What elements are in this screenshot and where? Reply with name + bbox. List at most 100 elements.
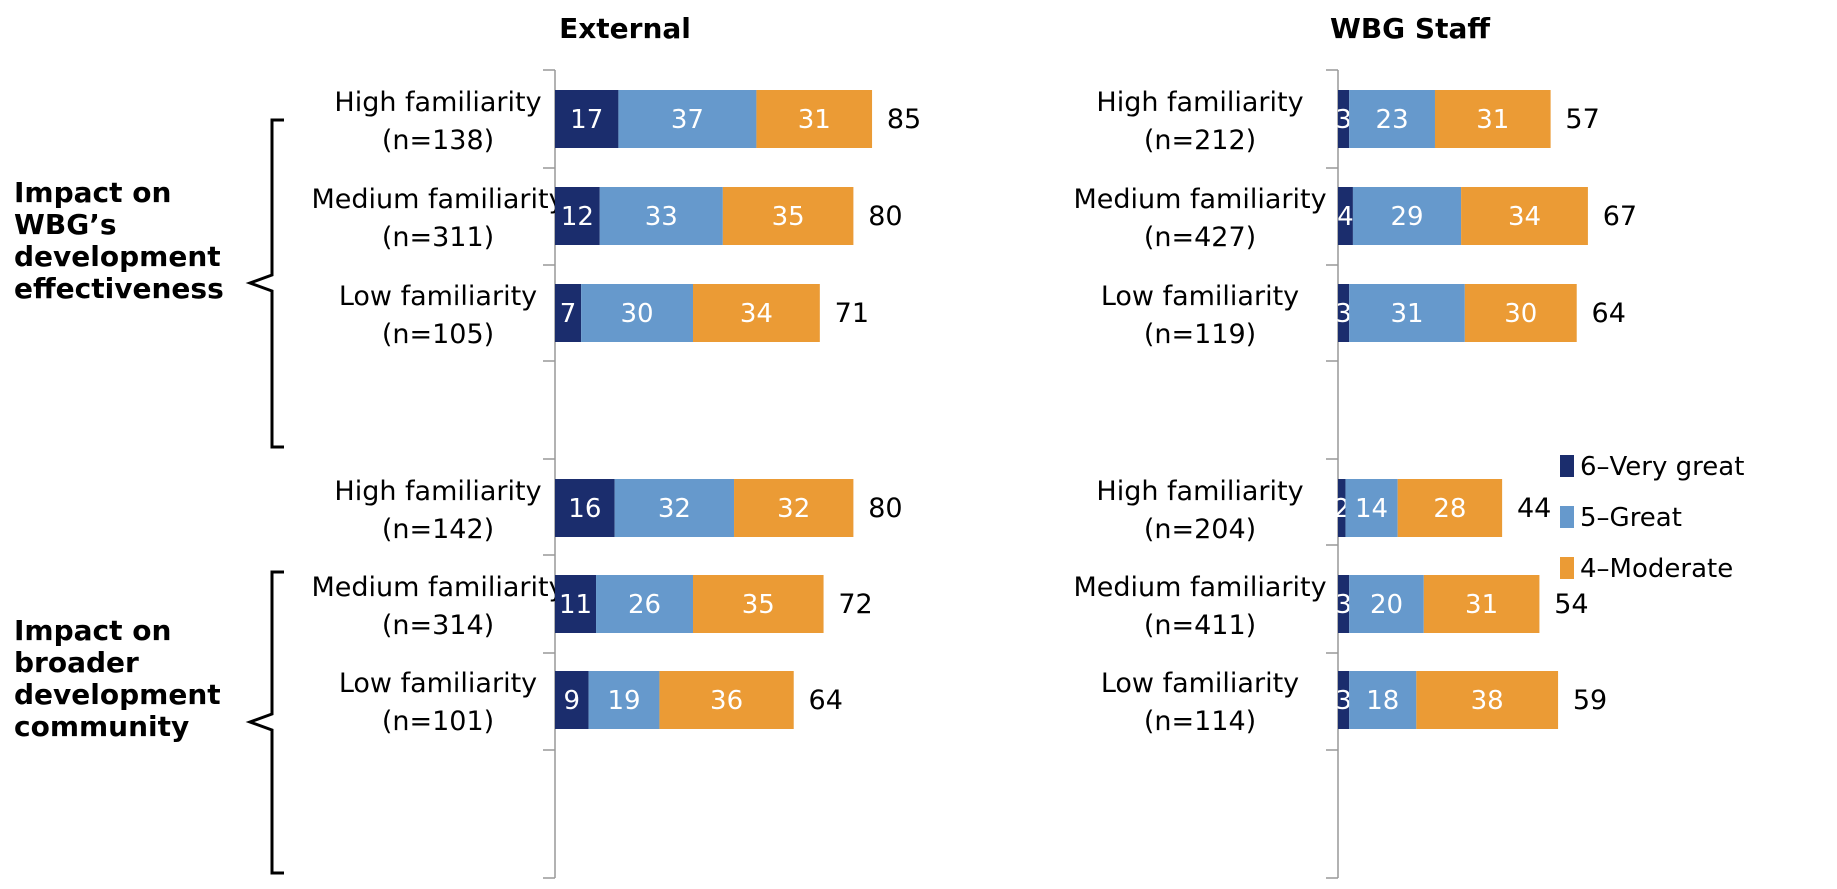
- legend-label: 4–Moderate: [1580, 554, 1733, 584]
- bar-segment: [1338, 187, 1353, 245]
- category-n: (n=314): [382, 610, 494, 641]
- bar-total-label: 54: [1554, 589, 1588, 620]
- bar-segment-label: 37: [671, 105, 704, 135]
- bar-segment: [588, 671, 660, 729]
- bar-segment-label: 31: [798, 105, 831, 135]
- category-n: (n=101): [382, 706, 494, 737]
- bar-segment-label: 20: [1370, 590, 1403, 620]
- bar-segment: [1338, 575, 1350, 633]
- legend-label: 6–Very great: [1580, 452, 1744, 482]
- bar-segment-label: 18: [1366, 686, 1399, 716]
- category-n: (n=411): [1144, 610, 1256, 641]
- bar-total-label: 64: [809, 685, 843, 716]
- bar-total-label: 72: [838, 589, 872, 620]
- bar-segment: [555, 575, 597, 633]
- bar-segment-label: 12: [561, 202, 594, 232]
- legend-label: 5–Great: [1580, 503, 1682, 533]
- category-label: High familiarity: [1096, 476, 1303, 507]
- group-label-line: broader: [14, 646, 139, 679]
- group-label: Impact on broader development community: [14, 614, 221, 743]
- bar-segment: [555, 479, 615, 537]
- group-label-line: Impact on: [14, 614, 171, 647]
- category-n: (n=204): [1144, 514, 1256, 545]
- bar-segment: [1338, 284, 1350, 342]
- category-label: Medium familiarity: [311, 184, 564, 215]
- bar-segment-label: 38: [1471, 686, 1504, 716]
- group-label-line: development: [14, 240, 221, 273]
- bar-segment: [599, 187, 723, 245]
- category-label: High familiarity: [334, 476, 541, 507]
- bar-segment-label: 30: [621, 299, 654, 329]
- bar-segment: [1464, 284, 1577, 342]
- bar-segment: [1352, 187, 1462, 245]
- category-label: High familiarity: [334, 87, 541, 118]
- bar-total-label: 67: [1603, 201, 1637, 232]
- category-label: Medium familiarity: [1073, 572, 1326, 603]
- category-n: (n=142): [382, 514, 494, 545]
- bar-total-label: 59: [1573, 685, 1607, 716]
- bar-total-label: 71: [835, 298, 869, 329]
- bar-segment: [1416, 671, 1559, 729]
- bar-segment-label: 31: [1476, 105, 1509, 135]
- bar-segment-label: 33: [645, 202, 678, 232]
- bar-total-label: 64: [1592, 298, 1626, 329]
- category-label: Medium familiarity: [1073, 184, 1326, 215]
- bar-segment: [1461, 187, 1588, 245]
- bar-total-label: 57: [1565, 104, 1599, 135]
- bar-segment-label: 11: [559, 590, 592, 620]
- category-n: (n=311): [382, 222, 494, 253]
- bar-total-label: 44: [1517, 493, 1551, 524]
- bar-segment: [1338, 479, 1346, 537]
- bar-total-label: 85: [887, 104, 921, 135]
- category-label: High familiarity: [1096, 87, 1303, 118]
- bar-segment: [1397, 479, 1503, 537]
- bar-segment-label: 14: [1355, 494, 1388, 524]
- bar-segment-label: 23: [1376, 105, 1409, 135]
- group-label-line: community: [14, 710, 189, 743]
- bar-segment-label: 4: [1337, 202, 1354, 232]
- bar-segment: [693, 575, 824, 633]
- category-n: (n=105): [382, 319, 494, 350]
- bar-segment: [1349, 90, 1435, 148]
- panel-title: WBG Staff: [1330, 12, 1490, 45]
- bar-segment: [555, 671, 589, 729]
- bar-segment: [1349, 284, 1465, 342]
- bar-segment-label: 35: [742, 590, 775, 620]
- bar-segment: [659, 671, 794, 729]
- category-label: Low familiarity: [339, 281, 537, 312]
- category-label: Low familiarity: [339, 668, 537, 699]
- bar-segment: [1338, 90, 1350, 148]
- bar-segment-label: 17: [570, 105, 603, 135]
- bar-segment: [734, 479, 854, 537]
- bar-segment-label: 28: [1433, 494, 1466, 524]
- bar-segment-label: 19: [607, 686, 640, 716]
- bar-segment-label: 32: [777, 494, 810, 524]
- bar-segment: [555, 187, 600, 245]
- bar-segment-label: 26: [628, 590, 661, 620]
- bar-segment: [693, 284, 820, 342]
- bar-segment: [1349, 575, 1424, 633]
- bar-segment: [555, 284, 582, 342]
- category-n: (n=212): [1144, 125, 1256, 156]
- bar-segment: [1345, 479, 1398, 537]
- group-label-line: development: [14, 678, 221, 711]
- bar-segment: [596, 575, 694, 633]
- bar-segment-label: 36: [710, 686, 743, 716]
- bar-segment-label: 31: [1390, 299, 1423, 329]
- legend-swatch: [1560, 557, 1574, 579]
- category-n: (n=119): [1144, 319, 1256, 350]
- bar-segment-label: 9: [564, 686, 581, 716]
- bar-segment: [618, 90, 757, 148]
- panel-title: External: [559, 12, 691, 45]
- bar-segment-label: 3: [1335, 686, 1352, 716]
- group-label-line: Impact on: [14, 176, 171, 209]
- bar-segment: [1349, 671, 1417, 729]
- bar-segment-label: 3: [1335, 105, 1352, 135]
- category-label: Low familiarity: [1101, 281, 1299, 312]
- category-label: Medium familiarity: [311, 572, 564, 603]
- group-label: Impact on WBG’s development effectiveness: [14, 176, 224, 305]
- category-n: (n=138): [382, 125, 494, 156]
- group-label-line: WBG’s: [14, 208, 117, 241]
- bar-segment: [555, 90, 619, 148]
